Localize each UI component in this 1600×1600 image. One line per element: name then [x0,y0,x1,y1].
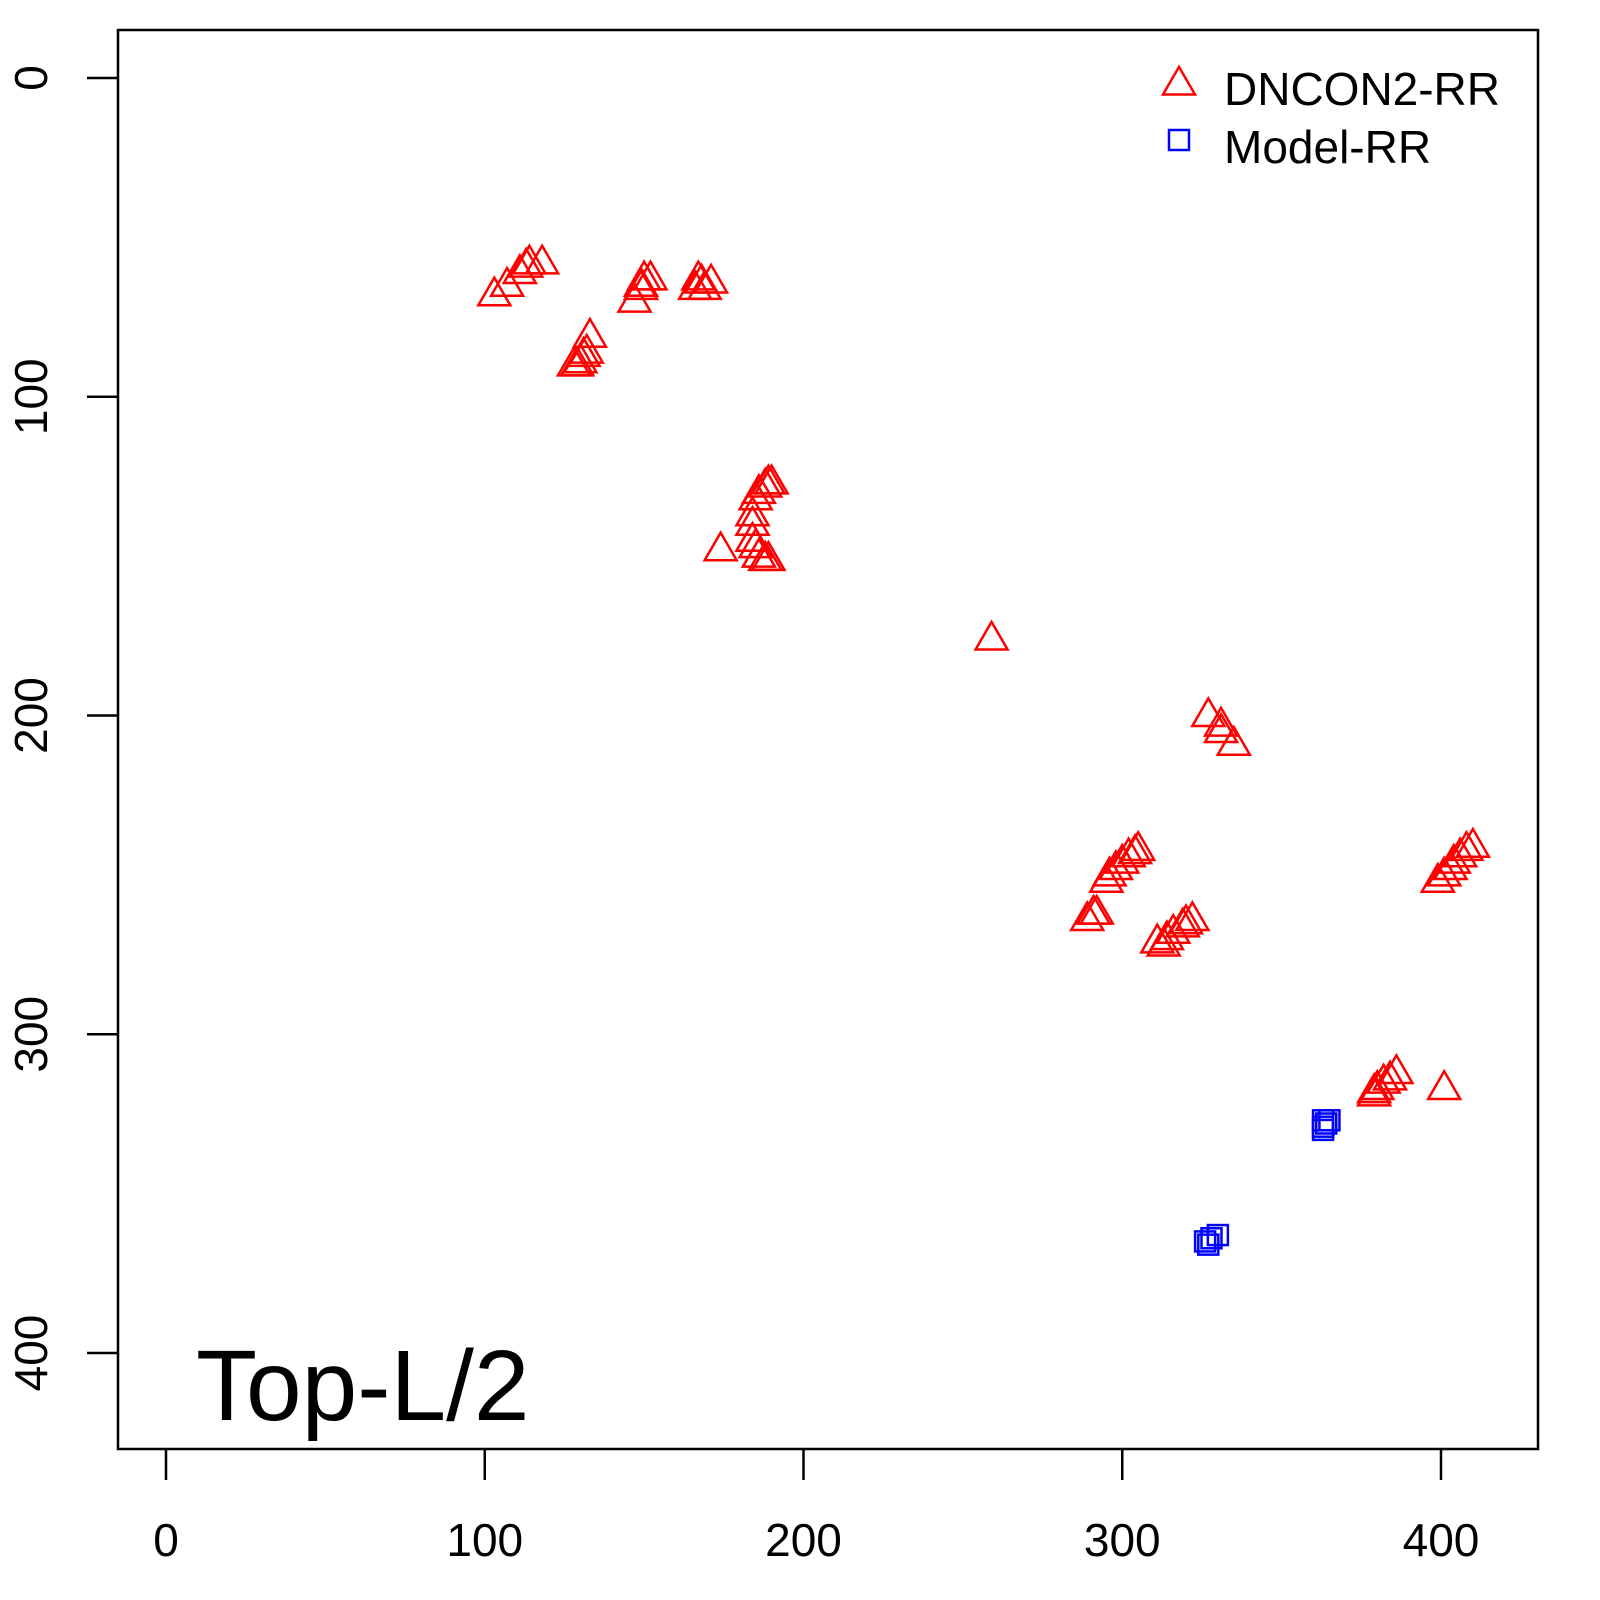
data-point-dncon2-rr [683,262,720,294]
data-point-model-rr [1197,1233,1220,1256]
data-point-dncon2-rr [632,259,669,291]
data-point-dncon2-rr [1139,922,1176,954]
data-point-dncon2-rr [1110,836,1147,868]
data-point-dncon2-rr [740,472,778,505]
data-point-dncon2-rr [1174,899,1211,932]
legend-marker-square [1167,128,1191,152]
data-point-dncon2-rr [1441,836,1479,868]
y-tick-label: 300 [5,996,57,1073]
data-point-dncon2-rr [1120,829,1157,862]
data-point-dncon2-rr [622,265,660,297]
data-point-dncon2-rr [508,246,545,278]
data-point-dncon2-rr [1426,1068,1463,1101]
data-point-dncon2-rr [753,463,790,495]
data-point-dncon2-rr [1371,1059,1409,1091]
data-point-dncon2-rr [1078,893,1115,925]
x-tick-label: 200 [765,1514,842,1566]
x-tick-label: 400 [1403,1514,1480,1566]
data-point-dncon2-rr [973,619,1010,651]
y-tick-label: 100 [5,358,57,435]
data-point-dncon2-rr [1069,899,1106,932]
data-point-dncon2-rr [622,268,660,301]
y-tick-label: 400 [5,1315,57,1392]
legend: DNCON2-RR Model-RR [1160,63,1500,173]
legend-label: DNCON2-RR [1224,63,1500,115]
data-point-dncon2-rr [1202,711,1240,744]
data-point-dncon2-rr [740,536,778,568]
data-point-dncon2-rr [1454,826,1492,858]
data-point-dncon2-rr [702,530,739,562]
data-point-dncon2-rr [750,539,787,572]
data-point-dncon2-rr [1190,695,1227,728]
data-point-dncon2-rr [1167,903,1205,935]
data-point-model-rr [1200,1227,1223,1250]
data-point-dncon2-rr [1215,724,1252,756]
data-point-model-rr [1315,1112,1338,1135]
data-point-model-rr [1193,1230,1217,1253]
y-tick-label: 200 [5,677,57,754]
data-point-dncon2-rr [1202,705,1240,737]
plot-frame [116,28,1540,1451]
y-tick-label: 0 [5,65,57,91]
legend-marker-triangle [1160,64,1198,96]
data-point-dncon2-rr [476,275,513,307]
x-tick-label: 300 [1084,1514,1161,1566]
data-point-dncon2-rr [1448,829,1485,862]
data-point-model-rr [1311,1118,1335,1142]
legend-label: Model-RR [1224,121,1431,173]
data-point-dncon2-rr [559,345,596,377]
x-tick-label: 0 [153,1514,179,1566]
x-tick-label: 100 [446,1514,523,1566]
data-point-dncon2-rr [1378,1052,1415,1085]
annotation-label: Top-L/2 [196,1330,530,1442]
data-point-dncon2-rr [523,243,561,275]
data-point-dncon2-rr [1355,1075,1393,1107]
